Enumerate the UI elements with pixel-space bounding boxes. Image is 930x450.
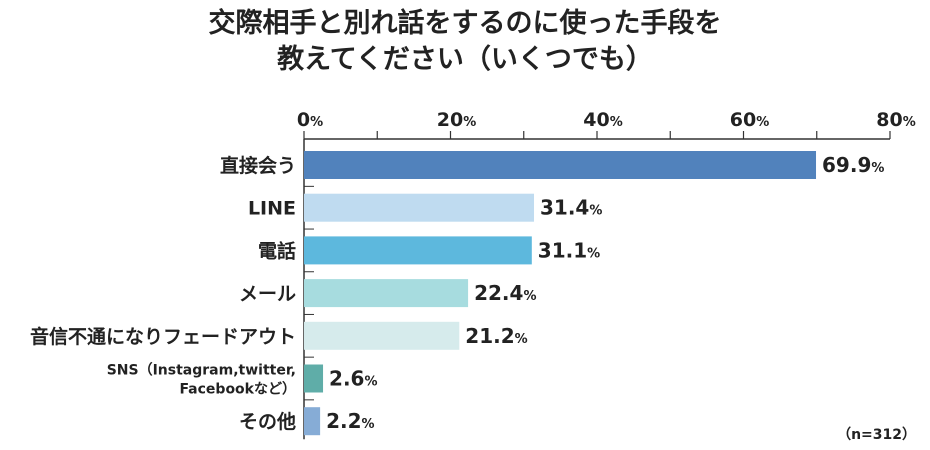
- data-label: 2.6%: [329, 367, 377, 391]
- data-label: 2.2%: [326, 409, 374, 433]
- data-label: 31.1%: [538, 238, 600, 262]
- bar: [304, 364, 324, 393]
- data-label: 21.2%: [465, 324, 527, 348]
- x-tick-label: 80%: [876, 109, 915, 131]
- category-label: LINE: [248, 198, 296, 220]
- bar: [304, 151, 817, 179]
- category-label: メール: [239, 283, 296, 305]
- data-label: 22.4%: [474, 281, 536, 305]
- bar: [304, 193, 535, 222]
- bar: [304, 236, 532, 265]
- chart-title-line-1: 交際相手と別れ話をするのに使った手段を: [208, 8, 722, 39]
- x-tick-label: 60%: [730, 109, 769, 131]
- data-label: 31.4%: [540, 196, 602, 220]
- category-label: 直接会う: [220, 154, 296, 177]
- x-tick-label: 20%: [437, 109, 476, 131]
- category-label: その他: [239, 410, 296, 433]
- chart-title: 交際相手と別れ話をするのに使った手段を 教えてください（いくつでも）: [0, 6, 930, 78]
- data-label: 69.9%: [822, 153, 884, 177]
- x-tick-label: 0%: [297, 109, 323, 131]
- x-tick-label: 40%: [583, 109, 622, 131]
- sample-size-note: （n=312）: [837, 427, 916, 443]
- bar: [304, 321, 460, 350]
- category-label: SNS（Instagram,twitter, Facebookなど）: [107, 363, 296, 398]
- category-label: 電話: [258, 239, 296, 262]
- category-label: 音信不通になりフェードアウト: [30, 325, 296, 348]
- bar: [304, 407, 321, 436]
- chart-title-line-2: 教えてください（いくつでも）: [277, 44, 653, 75]
- bar: [304, 279, 469, 308]
